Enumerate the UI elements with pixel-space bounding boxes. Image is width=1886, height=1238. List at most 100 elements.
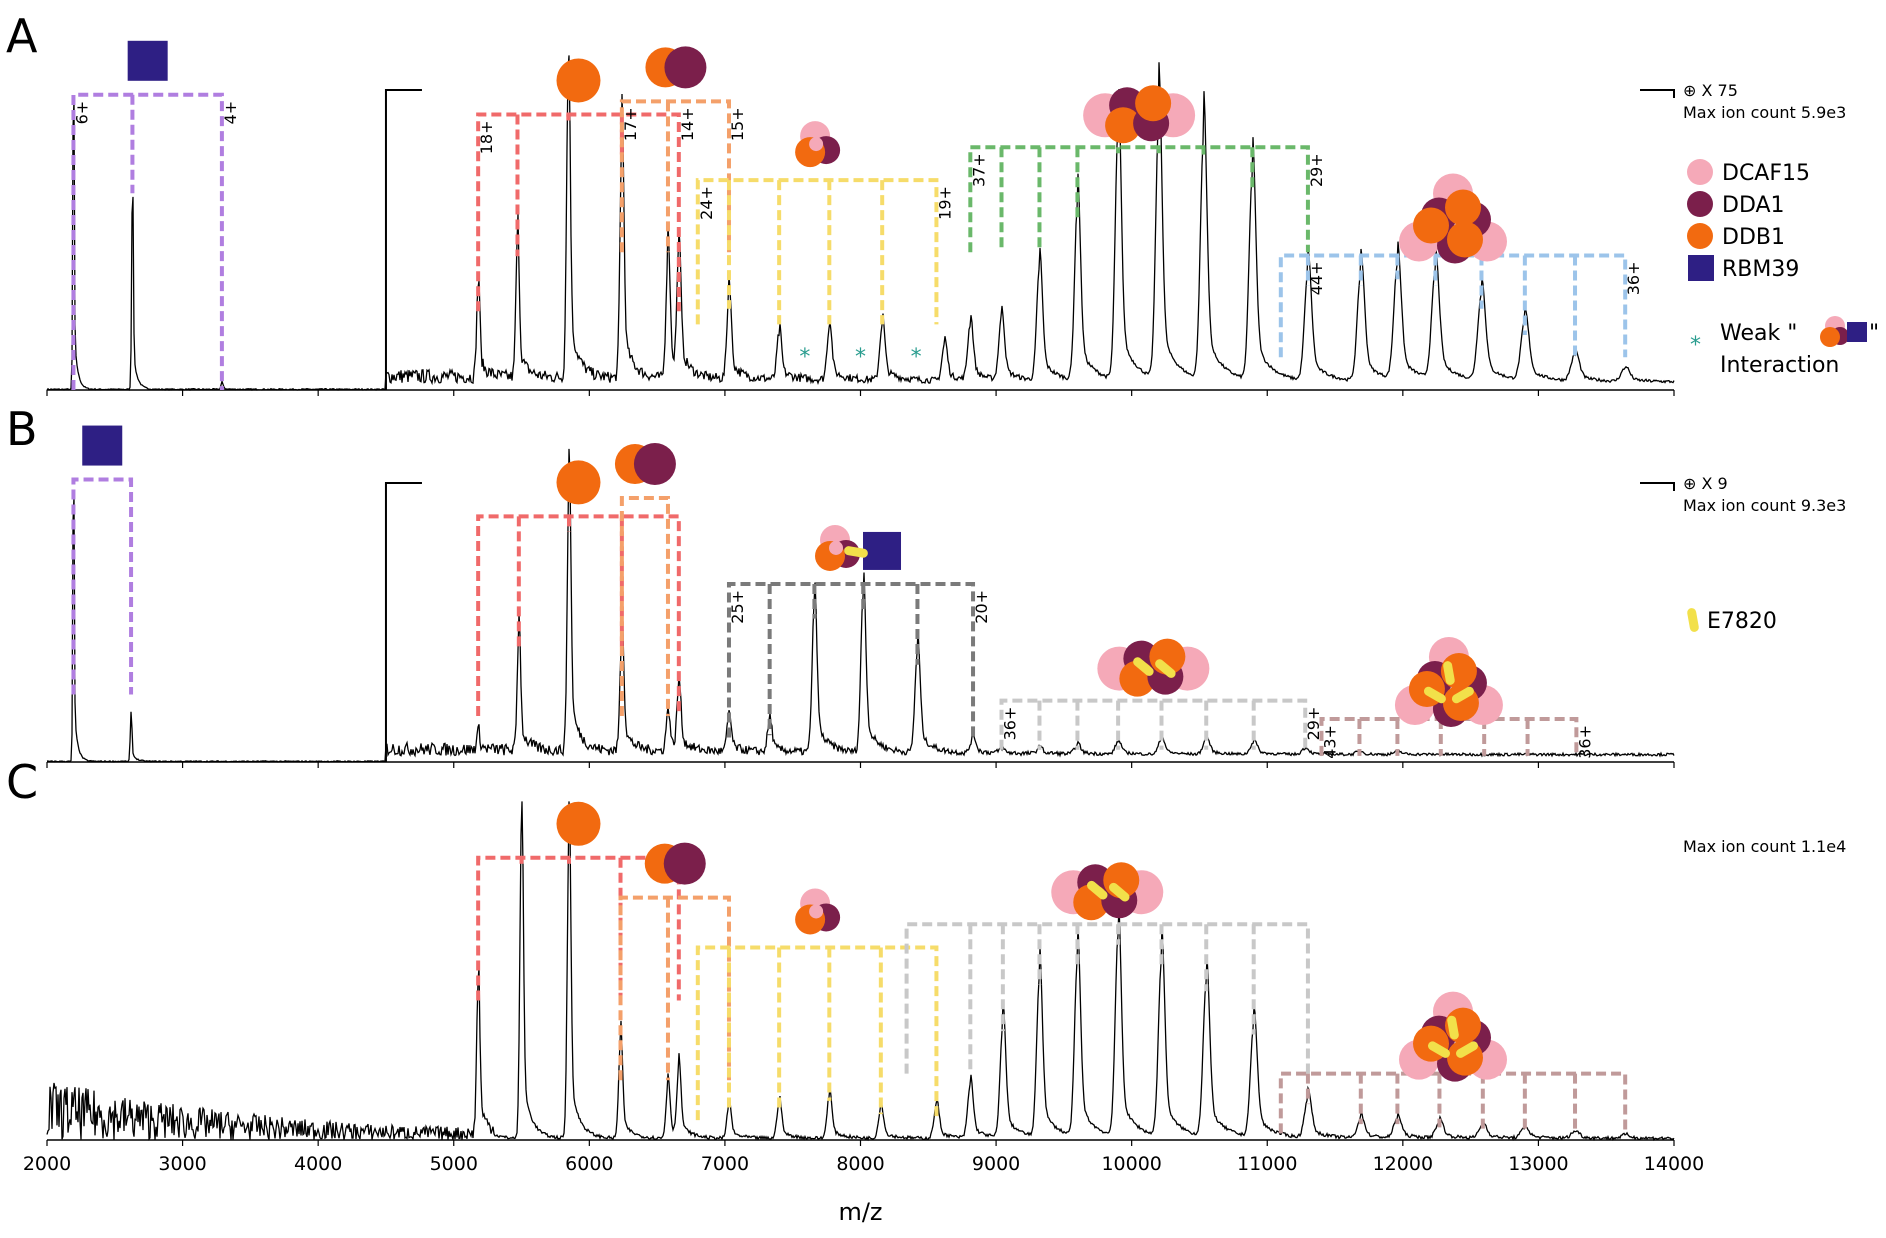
charge-series <box>904 862 1310 1074</box>
charge-series: 25+ 20+ <box>726 524 991 738</box>
ddb1-subunit-icon <box>1446 221 1483 258</box>
complex-hexamer-e7820-icon <box>1398 991 1507 1082</box>
panel-letter: C <box>6 755 38 809</box>
legend-label: DDA1 <box>1722 193 1785 218</box>
e7820-molecule-icon <box>1133 657 1154 676</box>
complex-hexamer-e7820-icon <box>1394 637 1503 728</box>
weak-interaction-label: Interaction <box>1720 353 1839 378</box>
rbm39-subunit-icon <box>127 40 168 81</box>
x-axis-label: m/z <box>838 1198 882 1226</box>
spectrum-trace <box>46 801 1675 1142</box>
charge-state-label: 36+ <box>1624 262 1643 296</box>
panel-letter: A <box>6 9 38 63</box>
e7820-molecule-icon <box>1423 686 1446 704</box>
charge-series <box>71 425 134 695</box>
e7820-molecule-icon <box>1443 661 1455 685</box>
charge-state-label: 44+ <box>1307 262 1326 296</box>
x-tick-label: 14000 <box>1644 1153 1704 1175</box>
weak-interaction-suffix: " <box>1869 321 1879 346</box>
e7820-molecule-icon <box>1109 882 1130 902</box>
ddb1-subunit-icon <box>1412 207 1449 244</box>
weak-interaction-complex-icon <box>1820 316 1867 347</box>
dcaf15-subunit-icon <box>809 137 824 152</box>
complex-DDB1-icon <box>556 460 601 505</box>
weak-interaction-prefix: Weak " <box>1720 321 1797 346</box>
ddb1-subunit-icon <box>556 801 601 846</box>
weak-interaction-star: * <box>855 345 866 370</box>
zoom-bracket-left <box>384 482 422 762</box>
complex-dimer-e7820-icon <box>1097 638 1210 697</box>
complex-DDB1-DDA1-icon <box>614 442 676 485</box>
complex-trimer-rbm39-icon <box>815 524 902 571</box>
legend-item-dcaf15: DCAF15 <box>1687 159 1810 186</box>
charge-series: 6+ 4+ <box>71 40 240 390</box>
x-axis: 2000 3000 4000 5000 6000 7000 8000 9000 10000 110… <box>23 1153 1704 1226</box>
legend-item-e7820: E7820 <box>1687 608 1777 634</box>
rbm39-subunit-icon <box>82 425 123 466</box>
series-bracket <box>619 495 670 716</box>
series-bracket <box>71 92 224 390</box>
x-tick-label: 13000 <box>1508 1153 1568 1175</box>
charge-state-label: 4+ <box>221 101 240 125</box>
legend-item-dda1: DDA1 <box>1687 191 1785 218</box>
series-bracket <box>71 477 134 695</box>
dda1-subunit-icon <box>633 442 676 485</box>
complex-trimer-icon <box>795 121 841 168</box>
weak-interaction-star: * <box>1690 333 1701 358</box>
dcaf15-legend-icon <box>1687 159 1713 185</box>
x-tick-label: 12000 <box>1373 1153 1433 1175</box>
legend-item-ddb1: DDB1 <box>1687 223 1785 250</box>
series-bracket <box>476 855 681 1001</box>
legend-label: RBM39 <box>1722 257 1799 282</box>
e7820-molecule-icon <box>1447 1015 1459 1040</box>
charge-state-label: 25+ <box>728 590 747 624</box>
complex-RBM39-icon <box>82 425 123 466</box>
charge-state-label: 29+ <box>1307 153 1326 187</box>
zoom-bracket-right <box>1640 89 1675 98</box>
legend: DCAF15 DDA1 DDB1 RBM39 * Weak " " Interaction E7… <box>1687 159 1879 634</box>
series-bracket <box>726 581 976 738</box>
ddb1-legend-icon <box>1687 223 1713 249</box>
charge-state-label: 14+ <box>678 107 697 141</box>
dcaf15-subunit-icon <box>829 540 844 555</box>
series-bracket <box>618 895 731 1081</box>
charge-state-label: 19+ <box>935 186 954 220</box>
max-ion-count-label: Max ion count 1.1e4 <box>1683 837 1846 856</box>
zoom-factor-label: ⊕ X 9 <box>1683 474 1728 493</box>
dda1-legend-icon <box>1687 191 1713 217</box>
dcaf15-subunit-icon <box>809 904 824 919</box>
x-tick-label: 11000 <box>1237 1153 1297 1175</box>
charge-series: 24+ 19+ <box>695 121 954 325</box>
spectrum-trace <box>46 55 1675 392</box>
x-tick-label: 9000 <box>972 1153 1020 1175</box>
rbm39-legend-icon <box>1688 255 1714 281</box>
charge-series <box>476 801 681 1001</box>
charge-state-label: 24+ <box>697 186 716 220</box>
charge-series: 37+ 29+ <box>968 85 1326 253</box>
complex-DDB1-DDA1-icon <box>645 46 707 89</box>
charge-series: 18+ <box>476 58 681 312</box>
complex-trimer-icon <box>795 888 841 935</box>
x-tick-label: 4000 <box>294 1153 342 1175</box>
legend-label: DDB1 <box>1722 225 1785 250</box>
series-bracket <box>1319 717 1579 756</box>
e7820-molecule-icon <box>1451 686 1474 704</box>
legend-label: E7820 <box>1707 609 1777 634</box>
panel-letter: B <box>6 402 38 456</box>
series-bracket <box>695 945 939 1121</box>
charge-series: 43+ 36+ <box>1319 637 1594 759</box>
rbm39-subunit-icon <box>863 531 902 570</box>
ddb1-subunit-icon <box>1105 107 1142 144</box>
charge-state-label: 36+ <box>1575 725 1594 759</box>
charge-series: 17+ 14+ 15+ <box>619 46 747 253</box>
charge-state-label: 15+ <box>728 107 747 141</box>
legend-item-rbm39: RBM39 <box>1688 255 1799 282</box>
series-bracket <box>476 112 681 312</box>
complex-DDB1-icon <box>556 58 601 103</box>
spectrum-trace <box>46 448 1675 763</box>
charge-state-label: 43+ <box>1320 725 1339 759</box>
charge-state-label: 20+ <box>972 590 991 624</box>
e7820-molecule-icon <box>1155 659 1176 678</box>
